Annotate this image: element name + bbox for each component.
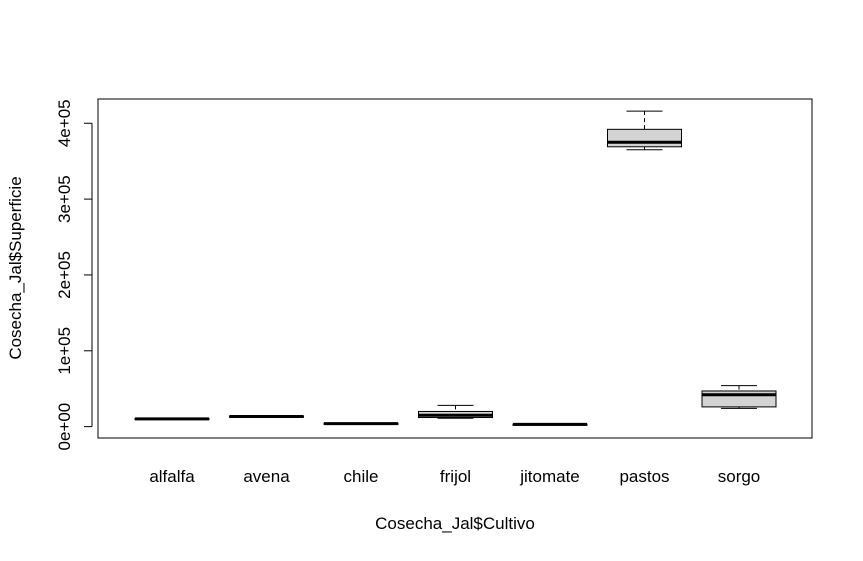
box-sorgo (701, 385, 777, 409)
x-tick-label: alfalfa (149, 467, 195, 486)
box-frijol (418, 404, 493, 419)
plot-frame (97, 98, 813, 439)
x-tick-label: frijol (440, 467, 471, 486)
y-tick-label: 4e+05 (55, 99, 74, 147)
y-tick-label: 1e+05 (55, 327, 74, 375)
box-jitomate (512, 422, 588, 426)
box-avena (229, 414, 304, 418)
y-axis-title: Cosecha_Jal$Superficie (6, 176, 25, 359)
y-tick-label: 0e+00 (55, 403, 74, 451)
x-axis-title: Cosecha_Jal$Cultivo (375, 514, 535, 533)
box-body (607, 128, 682, 148)
x-axis: alfalfa avena chile frijol jitomate pastos sor… (149, 467, 760, 486)
y-tick-label: 3e+05 (55, 175, 74, 223)
x-tick-label: pastos (619, 467, 669, 486)
y-tick-label: 2e+05 (55, 251, 74, 299)
y-axis: 0e+00 1e+05 2e+05 3e+05 4e+05 (55, 99, 93, 451)
box-pastos (607, 110, 682, 151)
box-chile (323, 422, 399, 426)
x-tick-label: sorgo (718, 467, 761, 486)
x-tick-label: jitomate (519, 467, 580, 486)
x-tick-label: chile (344, 467, 379, 486)
boxes-group (134, 110, 777, 426)
x-tick-label: avena (243, 467, 290, 486)
box-alfalfa (134, 417, 210, 421)
